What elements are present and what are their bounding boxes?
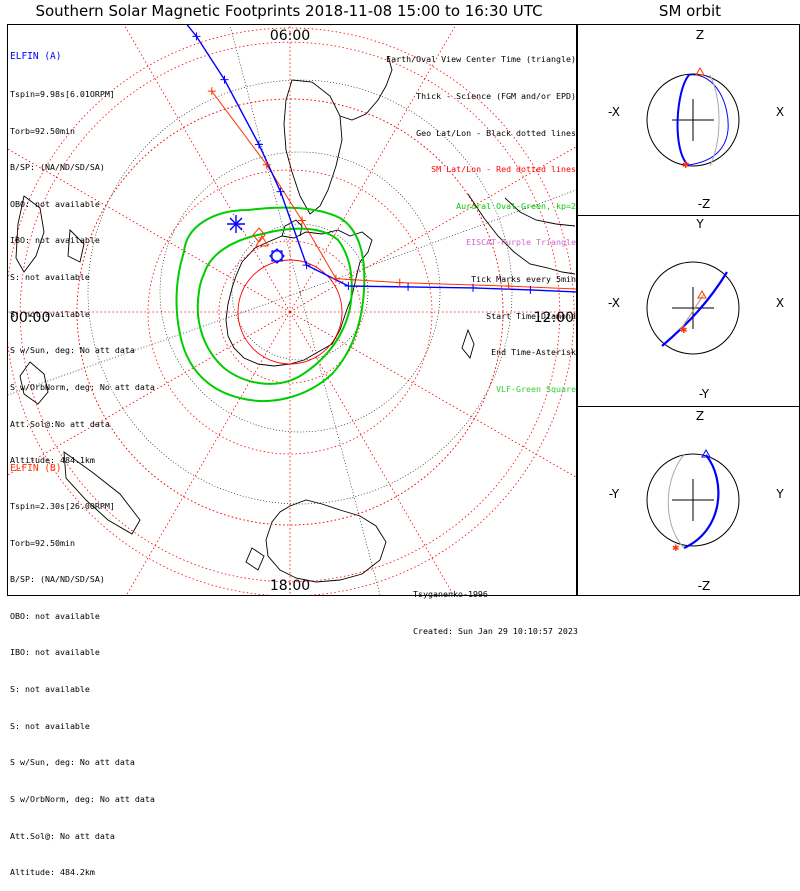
legend-item: Geo Lat/Lon - Black dotted lines bbox=[416, 127, 576, 138]
legend-item: Tick Marks every 5min bbox=[471, 274, 576, 285]
mlt-label-bottom: 18:00 bbox=[270, 578, 310, 594]
svg-text:✱: ✱ bbox=[680, 326, 688, 336]
orbit-yz-down: -Z bbox=[698, 579, 711, 593]
auroral-oval-inner bbox=[196, 227, 353, 385]
probe-b-line: IBO: not available bbox=[10, 647, 100, 658]
created-timestamp: Created: Sun Jan 29 10:10:57 2023 bbox=[413, 626, 578, 637]
probe-b-line: OBO: not available bbox=[10, 610, 100, 621]
orbit-xz-down: -Z bbox=[698, 197, 711, 211]
probe-a-line: S: not available bbox=[10, 272, 90, 283]
sm-latitude-circle bbox=[19, 41, 561, 583]
orbit-plot-xy: ✱ Y -Y -X X bbox=[608, 217, 784, 401]
svg-text:✱: ✱ bbox=[672, 544, 680, 554]
auroral-oval-outer bbox=[175, 206, 366, 402]
south-america bbox=[283, 79, 343, 215]
orbit-title: SM orbit bbox=[658, 2, 722, 20]
orbit-xy-left: -X bbox=[608, 296, 620, 310]
probe-b-line: S: not available bbox=[10, 720, 90, 731]
probe-a-line: Tspin=9.98s[6.01ORPM] bbox=[10, 89, 115, 100]
model-name: Tsyganenko-1996 bbox=[413, 589, 488, 600]
probe-a-track bbox=[186, 25, 576, 293]
orbit-plot-yz: ✱ Z -Z -Y Y bbox=[609, 409, 784, 593]
probe-a-line: Att.Sol@:No att data bbox=[10, 418, 110, 429]
probe-a-line: Altitude: 484.1km bbox=[10, 455, 95, 466]
probe-a-header: ELFIN (A) bbox=[10, 51, 62, 63]
legend-item: Thick - Science (FGM and/or EPD) bbox=[416, 91, 576, 102]
probe-b-header: ELFIN (B) bbox=[10, 463, 62, 475]
south-america-east bbox=[339, 55, 393, 121]
legend-item: SM Lat/Lon - Red dotted lines bbox=[431, 164, 576, 175]
west-islands bbox=[15, 195, 45, 273]
map-frame bbox=[7, 24, 577, 596]
probe-a-line: OBO: not available bbox=[10, 198, 100, 209]
australia bbox=[265, 499, 387, 583]
africa bbox=[467, 193, 576, 275]
probe-a-line: IBO: not available bbox=[10, 235, 100, 246]
probe-b-info: ELFIN (B) Tspin=2.30s[26.00RPM] Torb=92.… bbox=[10, 439, 155, 891]
probe-b-line: S w/Sun, deg: No att data bbox=[10, 757, 135, 768]
svg-text:✱: ✱ bbox=[682, 161, 690, 171]
map-legend: Earth/Oval View Center Time (triangle) T… bbox=[386, 29, 576, 407]
mlt-label-top: 06:00 bbox=[270, 28, 310, 44]
mlt-label-left: 00:00 bbox=[10, 310, 50, 326]
coastlines bbox=[15, 55, 576, 583]
probe-a-line: S w/Sun, deg: No att data bbox=[10, 345, 135, 356]
probe-b-line: S: not available bbox=[10, 684, 90, 695]
sm-latitude-circle bbox=[147, 169, 433, 455]
west-islands-2 bbox=[67, 228, 85, 263]
probe-b-line: B/SP: (NA/ND/SD/SA) bbox=[10, 574, 105, 585]
new-zealand-s bbox=[19, 361, 49, 405]
credits: Tsyganenko-1996 Created: Sun Jan 29 10:1… bbox=[413, 564, 578, 649]
orbit-xz-right: X bbox=[776, 105, 784, 119]
probe-a-line: B/SP: (NA/ND/SD/SA) bbox=[10, 162, 105, 173]
mlt-label-right: 12:00 bbox=[534, 310, 574, 326]
legend-item: VLF-Green Square bbox=[496, 383, 576, 394]
madagascar bbox=[461, 328, 475, 359]
page-title: Southern Solar Magnetic Footprints 2018-… bbox=[35, 2, 543, 20]
probe-b-ticks bbox=[207, 87, 513, 291]
orbit-xz-left: -X bbox=[608, 105, 620, 119]
probe-a-info: ELFIN (A) Tspin=9.98s[6.01ORPM] Torb=92.… bbox=[10, 27, 155, 479]
legend-item: Start Time-Diamond bbox=[486, 310, 576, 321]
probe-b-line: Tspin=2.30s[26.00RPM] bbox=[10, 501, 115, 512]
probe-b-line: S w/OrbNorm, deg: No att data bbox=[10, 793, 155, 804]
orbit-yz-left: -Y bbox=[609, 487, 620, 501]
africa-2 bbox=[504, 197, 576, 227]
orbit-xy-right: X bbox=[776, 296, 784, 310]
orbit-yz-right: Y bbox=[775, 487, 784, 501]
probe-a-ticks bbox=[192, 32, 535, 294]
footprint-map: 06:00 00:00 12:00 18:00 ✱ Z -Z -X X ✱ Y … bbox=[8, 25, 784, 595]
sm-latitude-circle-solid bbox=[237, 259, 343, 365]
probe-a-line: S: not available bbox=[10, 308, 90, 319]
legend-item: EISCAT-Purple Triangle bbox=[466, 237, 576, 248]
start-diamond-a bbox=[269, 248, 285, 264]
legend-item: Earth/Oval View Center Time (triangle) bbox=[386, 54, 576, 65]
orbit-plot-xz: ✱ Z -Z -X X bbox=[608, 28, 784, 211]
end-asterisk-a bbox=[227, 215, 245, 233]
start-diamond-b bbox=[252, 227, 266, 243]
probe-b-line: Att.Sol@: No att data bbox=[10, 830, 115, 841]
new-zealand bbox=[63, 451, 141, 535]
probe-a-line: S w/OrbNorm, deg: No att data bbox=[10, 381, 155, 392]
orbit-xy-up: Y bbox=[695, 217, 704, 231]
probe-a-line: Torb=92.50min bbox=[10, 125, 75, 136]
tasmania bbox=[245, 547, 265, 571]
orbit-xy-down: -Y bbox=[699, 387, 710, 401]
probe-b-line: Torb=92.50min bbox=[10, 537, 75, 548]
legend-item: End Time-Asterisk bbox=[491, 347, 576, 358]
probe-b-line: Altitude: 484.2km bbox=[10, 867, 95, 878]
orbit-yz-up: Z bbox=[696, 409, 704, 423]
view-center-triangle bbox=[255, 235, 269, 247]
legend-item: Auroral Oval-Green, kp=2 bbox=[456, 200, 576, 211]
orbit-xz-up: Z bbox=[696, 28, 704, 42]
